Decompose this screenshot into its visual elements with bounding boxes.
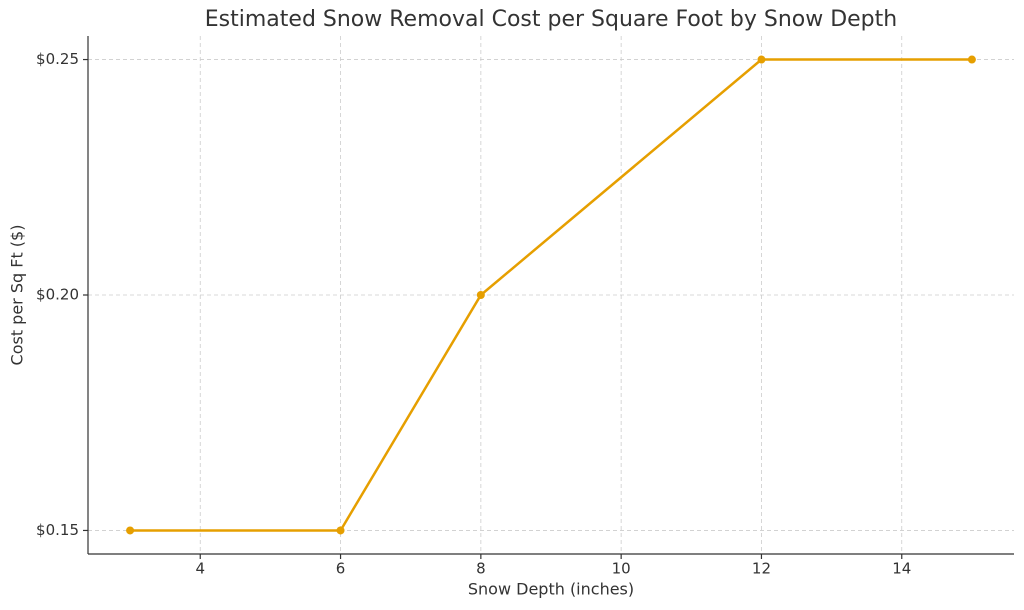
x-tick-label: 10 [612,560,631,578]
chart-title: Estimated Snow Removal Cost per Square F… [205,7,897,32]
y-tick-label: $0.25 [36,50,79,68]
point [757,55,766,64]
y-axis-label: Cost per Sq Ft ($) [8,225,27,366]
x-tick-label: 4 [195,560,205,578]
y-tick-label: $0.20 [36,286,79,304]
y-tick-label: $0.15 [36,521,79,539]
point [126,526,135,535]
x-tick-label: 14 [892,560,911,578]
x-tick-label: 12 [752,560,771,578]
x-axis-label: Snow Depth (inches) [468,580,634,599]
point [967,55,976,64]
x-tick-label: 8 [476,560,486,578]
point [476,291,485,299]
x-tick-label: 6 [336,560,346,578]
point [336,526,345,535]
